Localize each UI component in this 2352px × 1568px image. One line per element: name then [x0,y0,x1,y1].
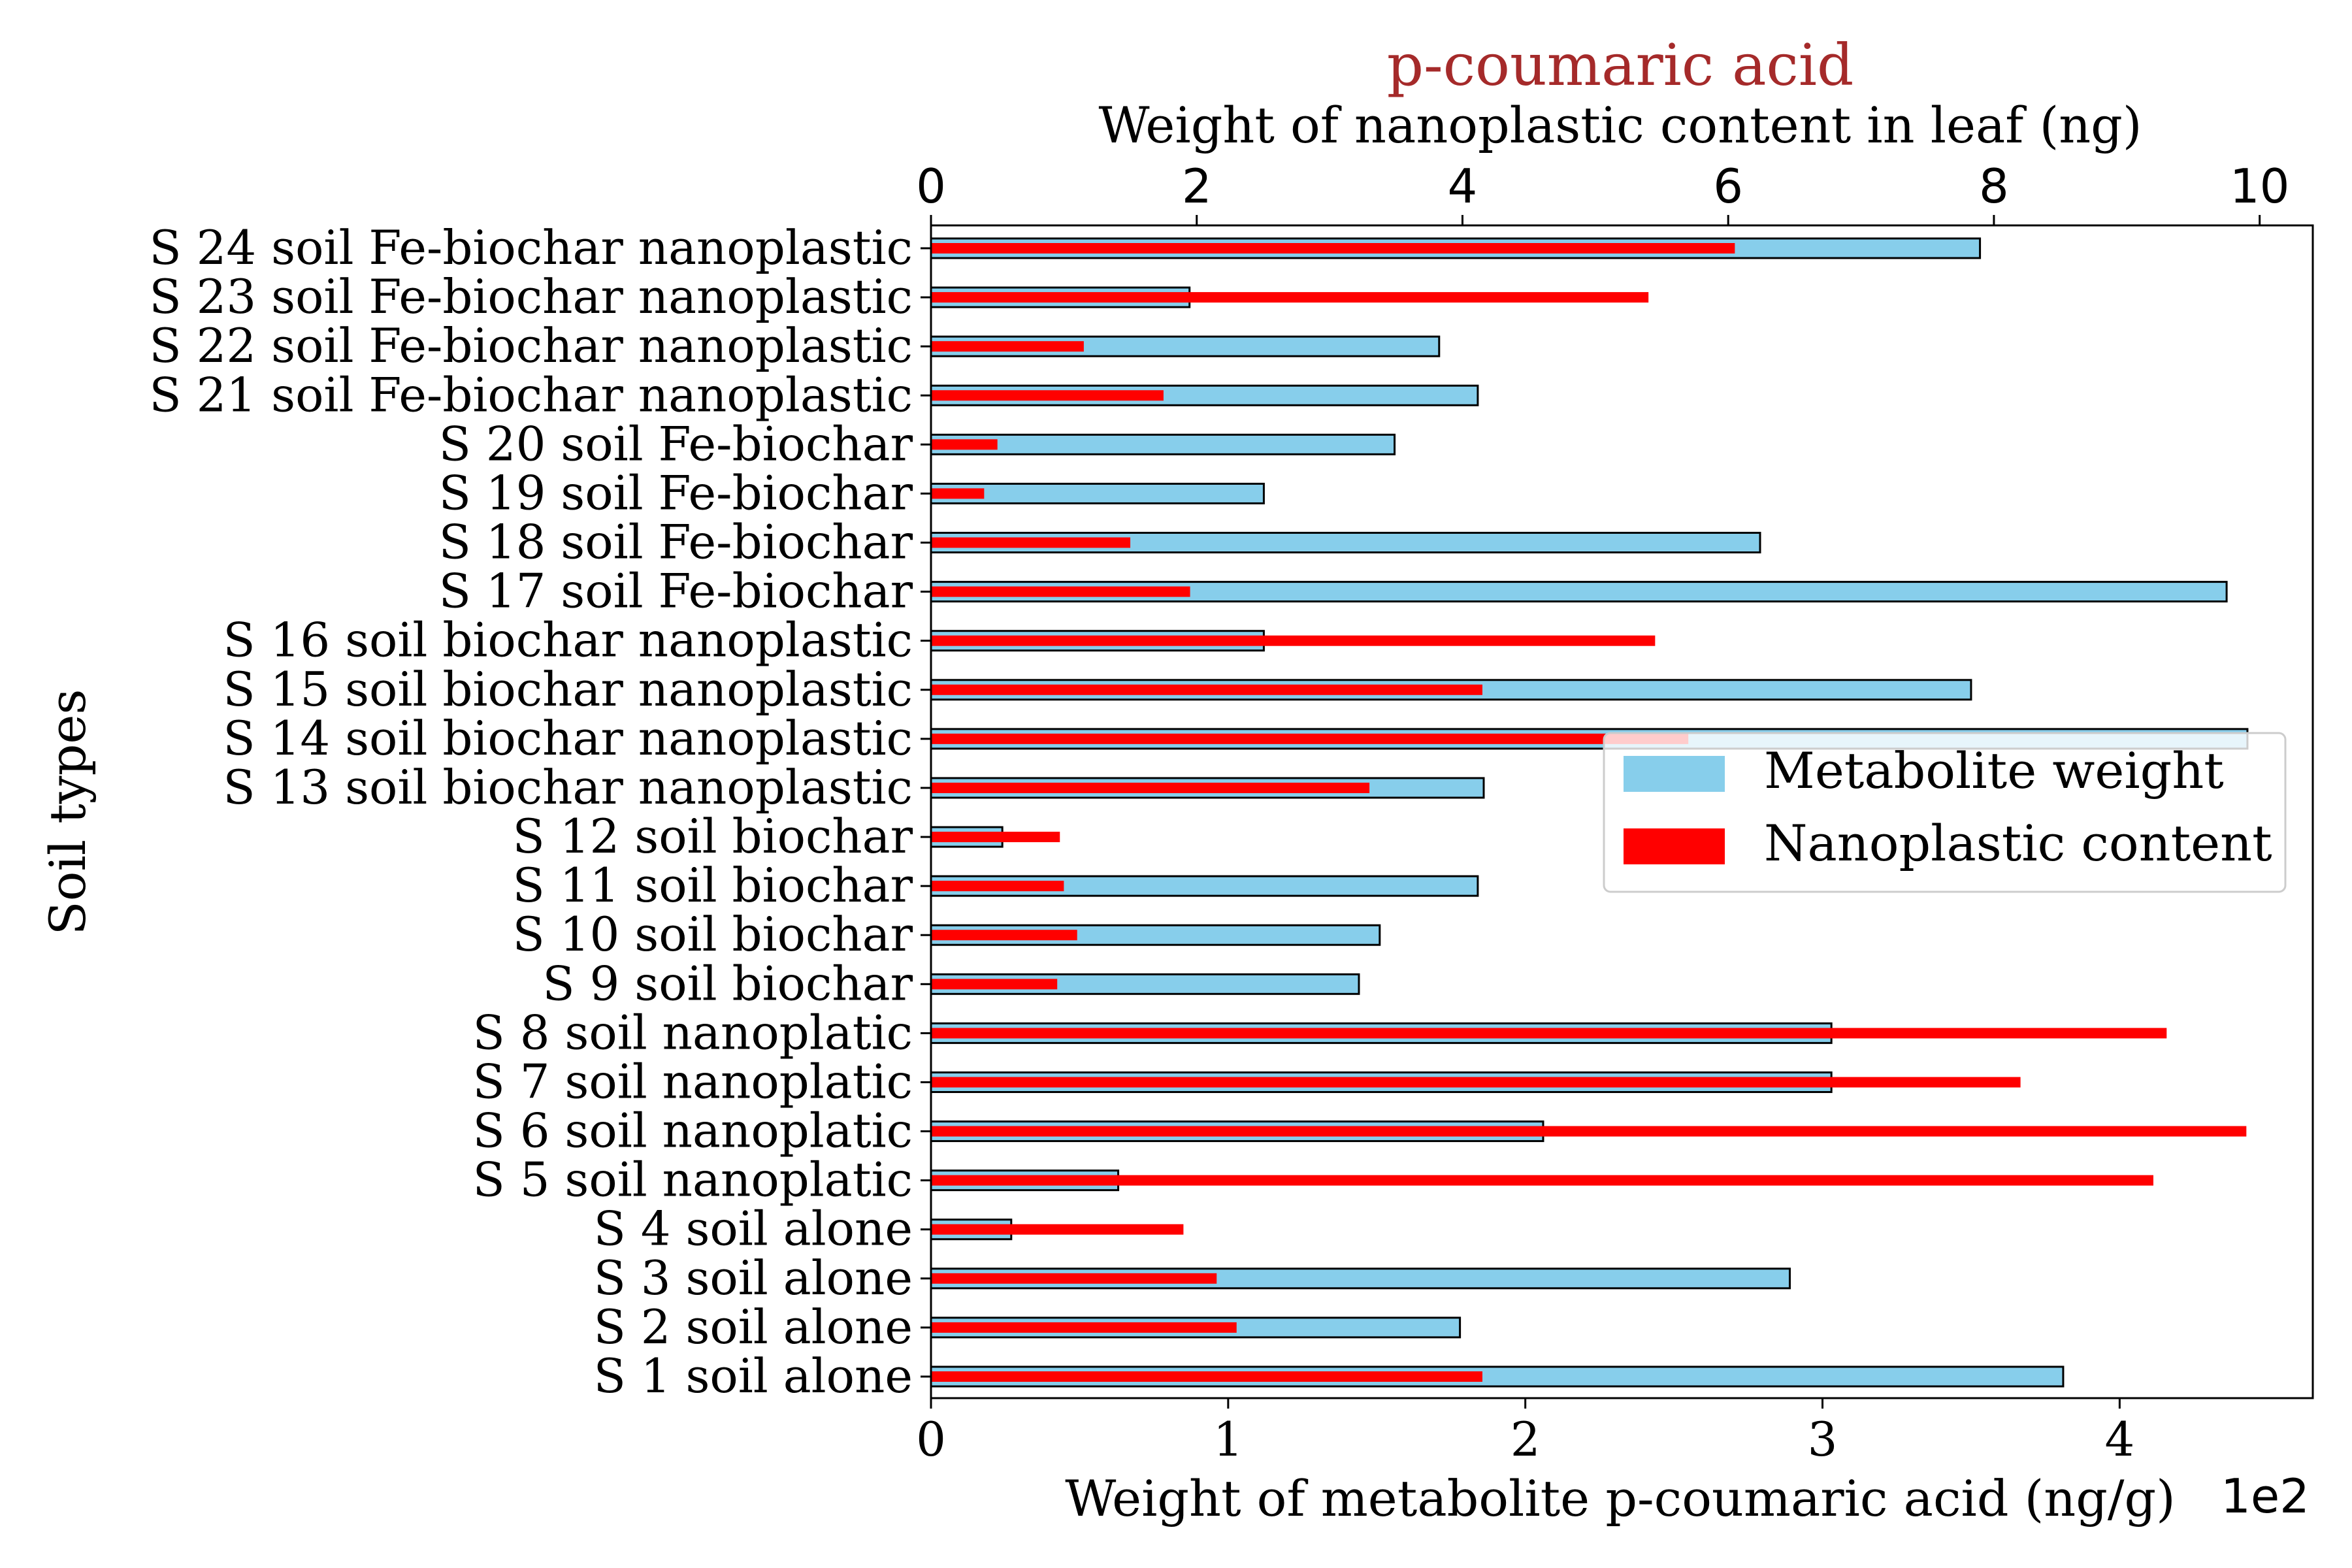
nanoplastic-bar [931,390,1164,401]
y-tick-label: S 6 soil nanoplatic [473,1103,913,1158]
top-tick-label: 4 [1448,159,1478,214]
nanoplastic-bar [931,292,1649,303]
plot-frame [930,224,2314,1399]
nanoplastic-bar [931,1371,1482,1382]
y-tick-label: S 10 soil biochar [513,907,913,962]
y-tick-label: S 7 soil nanoplatic [473,1054,913,1109]
nanoplastic-bar [931,733,1689,744]
y-tick-label: S 4 soil alone [594,1201,913,1256]
nanoplastic-bar [931,930,1077,941]
nanoplastic-bar [931,881,1064,892]
nanoplastic-bar [931,1224,1184,1235]
top-axis-label: Weight of nanoplastic content in leaf (n… [1099,96,2142,154]
nanoplastic-bar [931,1322,1237,1333]
nanoplastic-bar [931,341,1084,352]
legend-label-nanoplastic: Nanoplastic content [1764,814,2272,872]
nanoplastic-bar [931,635,1656,646]
top-tick-label: 0 [916,159,946,214]
bottom-tick-label: 0 [916,1412,946,1467]
y-tick-label: S 13 soil biochar nanoplastic [223,760,913,815]
y-tick-label: S 20 soil Fe-biochar [439,416,913,471]
nanoplastic-bar [931,1077,2021,1088]
top-tick-label: 6 [1713,159,1743,214]
y-tick-label: S 2 soil alone [594,1299,913,1354]
y-tick-label: S 15 soil biochar nanoplastic [223,662,913,717]
y-tick-label: S 18 soil Fe-biochar [439,515,913,570]
bottom-axis-ticks: 0 1 2 3 4 [916,1398,2134,1467]
top-tick-label: 2 [1182,159,1212,214]
legend: Metabolite weight Nanoplastic content [1603,732,2287,893]
y-tick-label: S 9 soil biochar [542,956,913,1011]
nanoplastic-bar [931,1028,2167,1039]
bottom-axis-label: Weight of metabolite p-coumaric acid (ng… [1065,1469,2176,1527]
legend-label-metabolite: Metabolite weight [1764,742,2224,800]
bottom-tick-label: 1 [1213,1412,1243,1467]
nanoplastic-bar [931,832,1060,843]
x-offset-label: 1e2 [2221,1469,2310,1524]
y-tick-label: S 11 soil biochar [513,858,913,913]
y-tick-label: S 19 soil Fe-biochar [439,465,913,520]
metabolite-bar [930,433,1396,455]
top-tick-label: 10 [2230,159,2290,214]
nanoplastic-bar [931,243,1735,253]
y-tick-label: S 1 soil alone [594,1348,913,1403]
y-tick-label: S 14 soil biochar nanoplastic [223,711,913,766]
nanoplastic-bar [931,439,998,450]
bottom-tick-label: 3 [1808,1412,1838,1467]
y-tick-label: S 17 soil Fe-biochar [439,564,913,619]
y-tick-label: S 8 soil nanoplatic [473,1005,913,1060]
nanoplastic-bar [931,1126,2247,1137]
nanoplastic-bar [931,586,1190,597]
legend-swatch-nanoplastic [1624,828,1725,864]
bars [930,237,2249,1388]
nanoplastic-bar [931,488,985,499]
y-tick-label: S 24 soil Fe-biochar nanoplastic [149,220,913,275]
top-tick-label: 8 [1979,159,2009,214]
bottom-tick-label: 4 [2104,1412,2134,1467]
y-tick-label: S 12 soil biochar [513,809,913,864]
nanoplastic-bar [931,537,1131,548]
nanoplastic-bar [931,1273,1217,1284]
nanoplastic-bar [931,1175,2153,1186]
nanoplastic-bar [931,684,1482,695]
nanoplastic-bar [931,782,1370,793]
bottom-tick-label: 2 [1511,1412,1541,1467]
legend-swatch-metabolite [1624,756,1725,792]
y-axis-label: Soil types [39,689,97,936]
nanoplastic-bar [931,979,1058,990]
chart-title: p-coumaric acid [1387,31,1854,99]
top-axis-ticks: 0 2 4 6 8 10 [916,159,2289,225]
y-tick-label: S 16 soil biochar nanoplastic [223,613,913,668]
legend-frame [1603,732,2287,893]
y-tick-label: S 3 soil alone [594,1250,913,1305]
y-tick-label: S 5 soil nanoplatic [473,1152,913,1207]
y-tick-label: S 22 soil Fe-biochar nanoplastic [149,318,913,373]
y-tick-label: S 23 soil Fe-biochar nanoplastic [149,269,913,324]
y-tick-label: S 21 soil Fe-biochar nanoplastic [149,367,913,422]
